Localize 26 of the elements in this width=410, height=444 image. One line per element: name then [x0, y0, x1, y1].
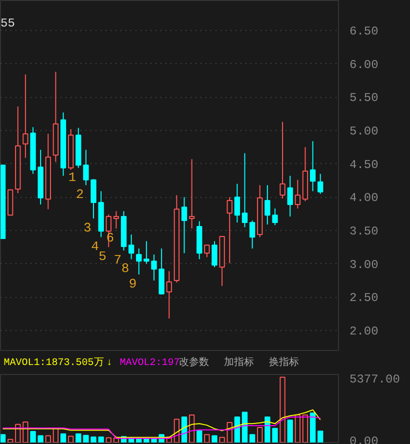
text: 4 — [91, 239, 99, 254]
text: 9 — [128, 276, 137, 292]
text: ↓ — [106, 358, 112, 369]
text: 8 — [121, 261, 130, 276]
annotation: 55 — [0, 16, 15, 30]
text: 7 — [114, 252, 122, 268]
y-tick-label: 2.00 — [350, 324, 378, 338]
y-tick-label: 6.50 — [350, 24, 378, 38]
y-tick-label: 6.00 — [350, 58, 378, 72]
text: 换指标 — [269, 356, 300, 369]
y-tick-label: 5377.00 — [350, 372, 400, 386]
y-tick-label: 3.50 — [350, 224, 378, 238]
y-tick-label: 5.50 — [350, 91, 378, 106]
y-tick-label: 2.50 — [350, 291, 378, 306]
text: 5 — [98, 249, 106, 264]
text: 2 — [76, 187, 84, 202]
text: 加指标 — [224, 356, 254, 369]
text: MAVOL1:1873.505万 — [4, 357, 104, 369]
y-tick-label: 4.00 — [350, 191, 378, 206]
y-tick-label: 4.50 — [350, 158, 378, 172]
y-tick-label: 5.00 — [350, 124, 378, 138]
text: 改参数 — [179, 356, 210, 369]
text: 3 — [84, 220, 92, 236]
y-tick-label: 3.00 — [350, 258, 378, 272]
text: 1 — [68, 170, 76, 185]
text: MAVOL2:197 — [120, 358, 180, 369]
